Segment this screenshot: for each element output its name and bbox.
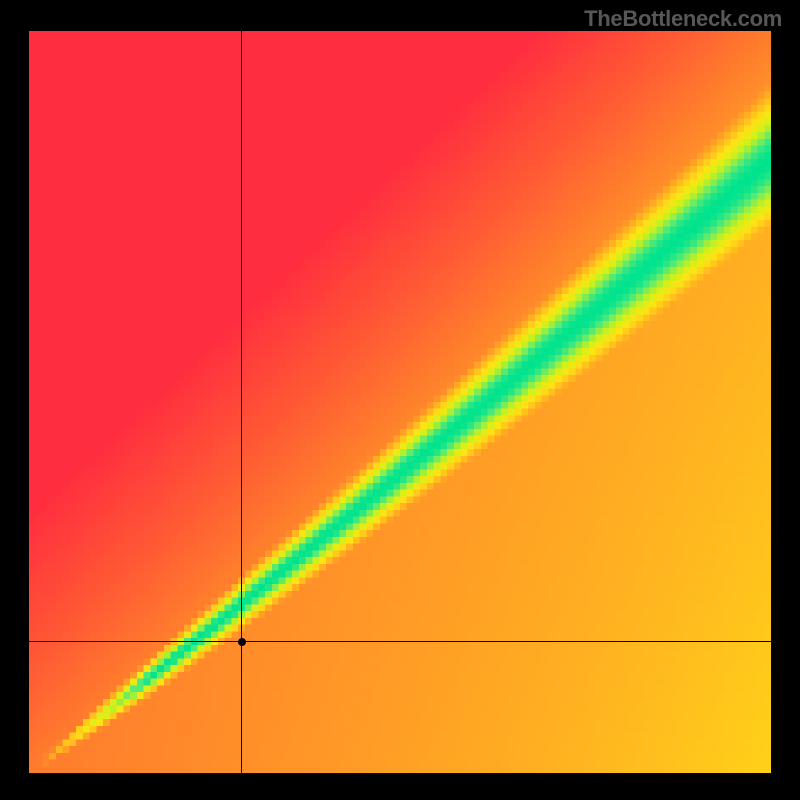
crosshair-horizontal bbox=[29, 641, 771, 642]
watermark-text: TheBottleneck.com bbox=[584, 6, 782, 32]
crosshair-marker bbox=[238, 638, 246, 646]
crosshair-vertical bbox=[241, 31, 242, 773]
heatmap-plot-area bbox=[29, 31, 771, 773]
heatmap-canvas bbox=[29, 31, 771, 773]
